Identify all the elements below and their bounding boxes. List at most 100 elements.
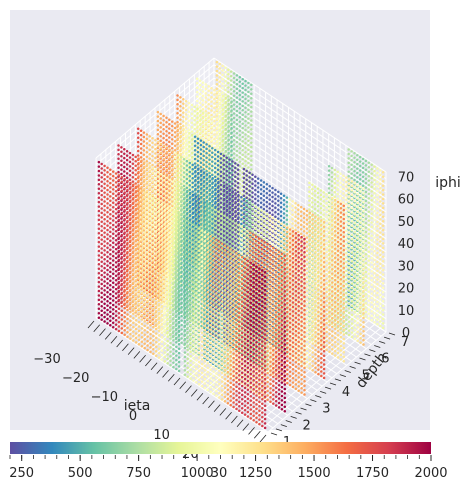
data-point <box>176 124 180 127</box>
data-point <box>379 293 382 297</box>
data-point <box>204 139 208 143</box>
data-point <box>308 181 311 185</box>
data-point <box>244 146 247 150</box>
data-point <box>308 264 312 268</box>
data-point <box>320 223 323 227</box>
data-point <box>228 180 231 184</box>
data-point <box>196 120 199 124</box>
grid-line <box>213 84 387 200</box>
data-point <box>362 307 365 311</box>
data-point <box>188 153 191 157</box>
data-point <box>279 192 283 196</box>
data-point <box>339 215 343 219</box>
data-point <box>195 95 199 98</box>
data-point <box>198 101 202 105</box>
data-point <box>364 190 368 194</box>
data-point <box>251 182 254 185</box>
data-point <box>356 268 359 271</box>
data-point <box>328 226 331 229</box>
data-point <box>320 352 323 356</box>
data-point <box>347 324 351 328</box>
data-point <box>364 181 368 185</box>
data-point <box>256 204 260 207</box>
data-point <box>350 206 354 210</box>
data-point <box>320 348 323 351</box>
data-point <box>221 78 224 81</box>
data-point <box>314 290 317 294</box>
data-point <box>277 204 280 207</box>
data-point <box>221 73 224 77</box>
data-point <box>328 319 331 322</box>
data-point <box>317 297 320 300</box>
data-point <box>231 186 234 190</box>
data-point <box>222 159 226 162</box>
data-point <box>238 133 242 137</box>
data-point <box>333 247 337 251</box>
data-point <box>353 279 357 283</box>
data-point <box>268 211 271 215</box>
data-point <box>213 137 216 141</box>
data-point <box>228 185 231 188</box>
data-point <box>350 251 354 254</box>
data-point <box>342 248 346 252</box>
data-point <box>218 67 221 70</box>
data-point <box>333 305 337 308</box>
data-point <box>336 213 340 217</box>
data-point <box>201 103 205 107</box>
data-point <box>229 88 233 91</box>
data-point <box>235 140 239 144</box>
data-point <box>305 311 309 315</box>
data-point <box>347 200 351 203</box>
data-point <box>224 180 228 184</box>
data-point <box>376 291 379 295</box>
data-point <box>362 218 365 222</box>
data-point <box>370 243 373 246</box>
data-point <box>362 316 365 320</box>
data-point <box>230 113 233 117</box>
data-point <box>311 315 314 319</box>
data-point <box>362 214 365 217</box>
data-point <box>235 91 239 95</box>
data-point <box>330 166 334 170</box>
data-point <box>328 337 331 340</box>
data-point <box>244 142 247 145</box>
data-point <box>238 76 242 79</box>
data-point <box>170 120 174 123</box>
data-point <box>191 147 194 150</box>
data-point <box>254 175 257 178</box>
data-point <box>225 178 228 182</box>
data-point <box>288 207 291 210</box>
data-point <box>353 239 357 243</box>
data-point <box>373 205 376 208</box>
data-point <box>247 143 250 147</box>
data-point <box>193 110 196 113</box>
data-point <box>350 291 354 294</box>
data-point <box>356 326 359 329</box>
data-point <box>199 131 202 135</box>
data-point <box>339 181 342 184</box>
data-point <box>232 147 236 151</box>
data-point <box>350 184 354 188</box>
data-point <box>350 150 353 153</box>
data-point <box>218 97 222 100</box>
data-point <box>202 129 205 132</box>
data-point <box>328 230 331 233</box>
data-point <box>376 287 379 290</box>
data-point <box>311 306 314 310</box>
data-point <box>331 334 334 338</box>
data-point <box>331 210 334 213</box>
data-point <box>242 176 246 180</box>
data-point <box>331 201 334 204</box>
data-point <box>327 164 331 168</box>
data-point <box>381 175 385 179</box>
data-point <box>317 275 320 278</box>
data-point <box>345 176 348 179</box>
data-point <box>265 209 269 213</box>
data-point <box>256 190 260 194</box>
data-point <box>238 84 242 88</box>
data-point <box>182 145 185 149</box>
data-point <box>184 108 188 112</box>
data-point <box>224 100 228 104</box>
data-point <box>210 143 214 147</box>
data-point <box>379 204 382 208</box>
